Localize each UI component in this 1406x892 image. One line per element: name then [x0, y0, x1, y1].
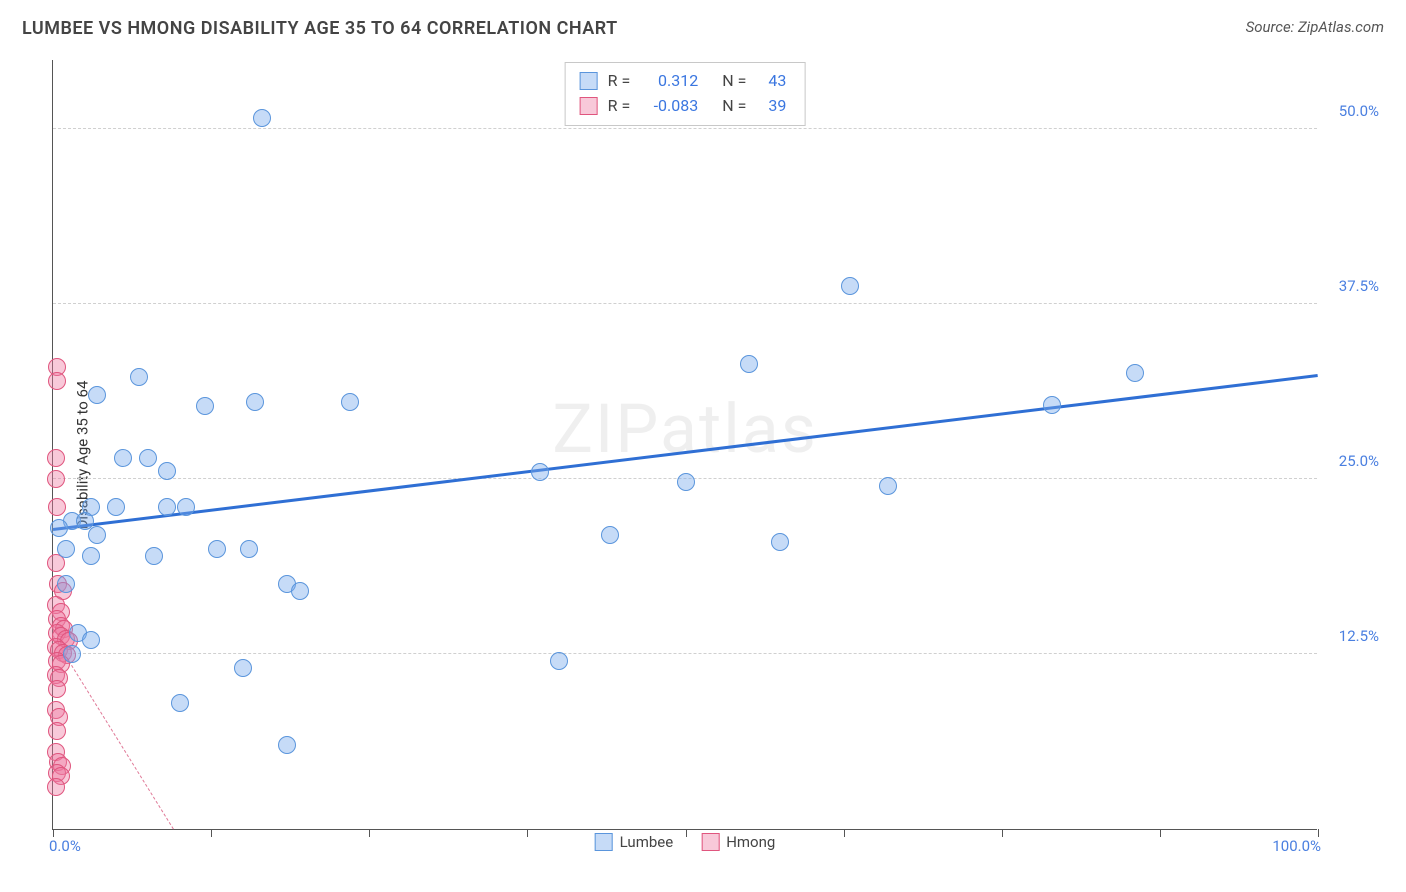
data-point [240, 540, 258, 558]
data-point [82, 547, 100, 565]
r-value-lumbee: 0.312 [640, 69, 698, 94]
gridline [53, 128, 1317, 129]
plot-area: ZIPatlas R = 0.312 N = 43 R = -0.083 N =… [52, 60, 1317, 830]
x-tick [369, 829, 370, 837]
data-point [47, 778, 65, 796]
x-axis-min-label: 0.0% [49, 837, 81, 855]
data-point [196, 397, 214, 415]
data-point [341, 393, 359, 411]
gridline [53, 653, 1317, 654]
data-point [841, 277, 859, 295]
swatch-lumbee [595, 833, 613, 851]
data-point [278, 736, 296, 754]
swatch-hmong [580, 97, 598, 115]
data-point [63, 645, 81, 663]
data-point [114, 449, 132, 467]
y-tick-label: 37.5% [1339, 277, 1379, 295]
x-tick [844, 829, 845, 837]
data-point [145, 547, 163, 565]
legend-label-lumbee: Lumbee [620, 833, 674, 851]
data-point [601, 526, 619, 544]
y-tick-label: 50.0% [1339, 102, 1379, 120]
n-label: N = [722, 94, 746, 119]
data-point [107, 498, 125, 516]
data-point [48, 722, 66, 740]
data-point [246, 393, 264, 411]
x-tick [1002, 829, 1003, 837]
watermark: ZIPatlas [552, 389, 818, 469]
legend-item-lumbee: Lumbee [595, 833, 674, 851]
data-point [47, 449, 65, 467]
data-point [82, 631, 100, 649]
correlation-chart: Disability Age 35 to 64 ZIPatlas R = 0.3… [52, 60, 1362, 850]
swatch-hmong [701, 833, 719, 851]
x-tick [1318, 829, 1319, 837]
data-point [531, 463, 549, 481]
data-point [88, 386, 106, 404]
data-point [48, 372, 66, 390]
data-point [57, 575, 75, 593]
data-point [50, 519, 68, 537]
r-label: R = [608, 69, 631, 94]
data-point [1043, 396, 1061, 414]
stats-row-lumbee: R = 0.312 N = 43 [580, 69, 787, 94]
trend-line [53, 635, 174, 829]
data-point [550, 652, 568, 670]
source-attribution: Source: ZipAtlas.com [1246, 18, 1384, 36]
data-point [158, 498, 176, 516]
n-label: N = [722, 69, 746, 94]
data-point [130, 368, 148, 386]
data-point [139, 449, 157, 467]
data-point [1126, 364, 1144, 382]
x-tick [53, 829, 54, 837]
y-tick-label: 12.5% [1339, 627, 1379, 645]
data-point [48, 498, 66, 516]
legend-item-hmong: Hmong [701, 833, 775, 851]
x-tick [211, 829, 212, 837]
r-label: R = [608, 94, 631, 119]
chart-title: LUMBEE VS HMONG DISABILITY AGE 35 TO 64 … [22, 18, 618, 39]
n-value-hmong: 39 [756, 94, 786, 119]
gridline [53, 303, 1317, 304]
swatch-lumbee [580, 72, 598, 90]
r-value-hmong: -0.083 [640, 94, 698, 119]
data-point [879, 477, 897, 495]
data-point [57, 540, 75, 558]
x-tick [1160, 829, 1161, 837]
correlation-stats-box: R = 0.312 N = 43 R = -0.083 N = 39 [565, 62, 806, 126]
x-tick [686, 829, 687, 837]
x-axis-max-label: 100.0% [1272, 837, 1321, 855]
data-point [171, 694, 189, 712]
data-point [88, 526, 106, 544]
n-value-lumbee: 43 [756, 69, 786, 94]
data-point [158, 462, 176, 480]
data-point [677, 473, 695, 491]
trend-line [53, 374, 1318, 531]
data-point [253, 109, 271, 127]
data-point [47, 470, 65, 488]
y-tick-label: 25.0% [1339, 452, 1379, 470]
data-point [740, 355, 758, 373]
header: LUMBEE VS HMONG DISABILITY AGE 35 TO 64 … [0, 0, 1406, 39]
data-point [48, 680, 66, 698]
data-point [208, 540, 226, 558]
data-point [234, 659, 252, 677]
data-point [771, 533, 789, 551]
data-point [177, 498, 195, 516]
x-tick [527, 829, 528, 837]
stats-row-hmong: R = -0.083 N = 39 [580, 94, 787, 119]
legend-label-hmong: Hmong [726, 833, 775, 851]
data-point [291, 582, 309, 600]
